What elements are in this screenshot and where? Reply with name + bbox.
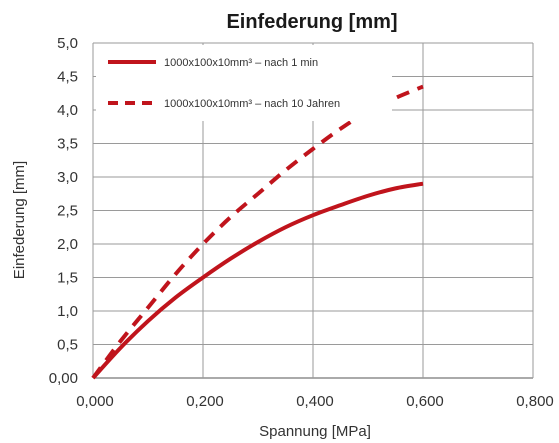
legend-box bbox=[96, 45, 392, 121]
x-tick-label: 0,000 bbox=[76, 393, 114, 410]
y-tick-label: 5,0 bbox=[57, 35, 78, 52]
x-tick-label: 0,200 bbox=[186, 393, 224, 410]
series-group bbox=[91, 84, 424, 380]
grid bbox=[92, 42, 534, 379]
y-tick-label: 3,5 bbox=[57, 136, 78, 153]
x-tick-label: 0,600 bbox=[406, 393, 444, 410]
y-tick-label: 4,0 bbox=[57, 102, 78, 119]
series-line-2 bbox=[91, 84, 424, 380]
y-tick-label: 4,5 bbox=[57, 69, 78, 86]
x-tick-label: 0,400 bbox=[296, 393, 334, 410]
y-tick-label: 0,5 bbox=[57, 337, 78, 354]
x-tick-label: 0,800 bbox=[516, 393, 554, 410]
legend-label-series-2: 1000x100x10mm³ – nach 10 Jahren bbox=[164, 98, 340, 110]
x-axis-label: Spannung [MPa] bbox=[259, 423, 371, 440]
y-tick-label: 2,5 bbox=[57, 203, 78, 220]
legend: 1000x100x10mm³ – nach 1 min 1000x100x10m… bbox=[96, 45, 392, 121]
series-line-1 bbox=[91, 181, 424, 380]
y-tick-label: 2,0 bbox=[57, 236, 78, 253]
y-axis-ticks: 0,00 0,5 1,0 1,5 2,0 2,5 3,0 3,5 4,0 4,5 5,0 bbox=[49, 35, 78, 387]
y-tick-label: 1,0 bbox=[57, 303, 78, 320]
x-axis-ticks: 0,000 0,200 0,400 0,600 0,800 bbox=[76, 393, 554, 410]
y-tick-label: 3,0 bbox=[57, 169, 78, 186]
y-tick-label: 0,00 bbox=[49, 370, 78, 387]
chart-title: Einfederung [mm] bbox=[226, 11, 397, 33]
y-tick-label: 1,5 bbox=[57, 270, 78, 287]
legend-label-series-1: 1000x100x10mm³ – nach 1 min bbox=[164, 57, 318, 69]
y-axis-label: Einfederung [mm] bbox=[11, 161, 28, 279]
